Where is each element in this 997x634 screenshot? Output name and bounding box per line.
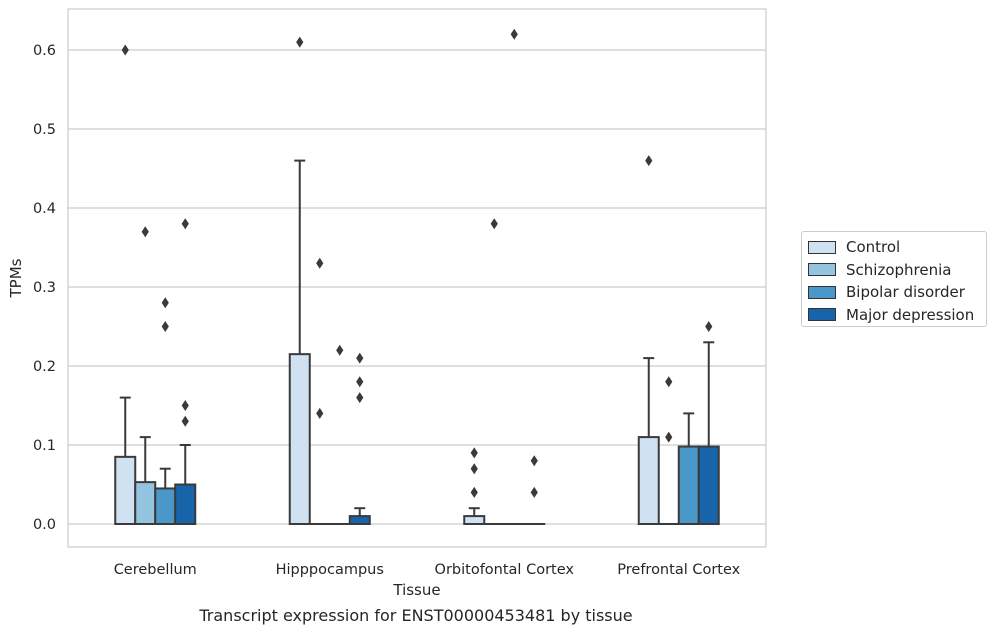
- y-tick-label: 0.6: [33, 43, 56, 59]
- box-group: [637, 155, 660, 526]
- outlier-point: [490, 218, 498, 230]
- box: [348, 515, 371, 525]
- gridlines: [68, 49, 766, 525]
- outlier-point: [161, 297, 169, 309]
- x-tick-label: Prefrontal Cortex: [617, 562, 740, 578]
- outlier-point: [316, 407, 324, 419]
- box: [174, 483, 197, 525]
- x-tick-labels: Cerebellum Hipppocampus Orbitofontal Corte…: [114, 562, 741, 578]
- outlier-point: [470, 463, 478, 475]
- box-group: [328, 344, 351, 526]
- box-group: [288, 36, 311, 525]
- legend-item: Bipolar disorder: [808, 281, 980, 304]
- box-group: [697, 321, 720, 525]
- x-tick-label: Orbitofontal Cortex: [435, 562, 575, 578]
- box: [637, 436, 660, 526]
- x-axis-label: Tissue: [392, 581, 440, 599]
- box: [134, 481, 157, 526]
- outlier-point: [470, 447, 478, 459]
- outlier-point: [181, 415, 189, 427]
- outlier-point: [510, 28, 518, 40]
- legend-label: Major depression: [846, 305, 975, 324]
- y-tick-label: 0.2: [33, 359, 56, 375]
- legend-swatch: [808, 308, 836, 322]
- y-tick-label: 0.4: [33, 201, 56, 217]
- y-tick-label: 0.3: [33, 280, 56, 296]
- box: [463, 515, 486, 525]
- box: [288, 353, 311, 525]
- y-tick-label: 0.0: [33, 517, 56, 533]
- outlier-point: [161, 321, 169, 332]
- legend-item: Control: [808, 236, 980, 259]
- outlier-point: [356, 392, 364, 404]
- outlier-point: [470, 486, 478, 498]
- outlier-point: [356, 376, 364, 388]
- legend-label: Control: [846, 238, 901, 257]
- outlier-point: [336, 344, 344, 356]
- outlier-point: [530, 455, 538, 467]
- box: [114, 455, 137, 526]
- outlier-point: [356, 352, 364, 364]
- outlier-point: [121, 44, 129, 56]
- box-group: [308, 257, 331, 526]
- y-tick-labels: 0.0 0.1 0.2 0.3 0.4 0.5 0.6: [33, 43, 56, 533]
- x-tick-label: Hipppocampus: [276, 562, 384, 578]
- boxes: [114, 28, 720, 526]
- y-axis-label: TPMs: [7, 258, 25, 298]
- outlier-point: [316, 257, 324, 269]
- outlier-point: [645, 155, 653, 167]
- box-group: [677, 412, 700, 525]
- box: [154, 487, 177, 526]
- box-group: [523, 455, 546, 526]
- outlier-point: [181, 400, 189, 411]
- y-tick-label: 0.1: [33, 438, 56, 454]
- outlier-point: [141, 226, 149, 238]
- box-group: [348, 352, 371, 525]
- y-tick-label: 0.5: [33, 122, 56, 138]
- legend-item: Schizophrenia: [808, 259, 980, 282]
- legend: Control Schizophrenia Bipolar disorder Majo…: [801, 231, 987, 327]
- box: [677, 445, 700, 525]
- x-tick-label: Cerebellum: [114, 562, 197, 578]
- box-group: [657, 376, 680, 526]
- box-group: [503, 28, 526, 526]
- legend-label: Schizophrenia: [846, 260, 952, 279]
- outlier-point: [181, 218, 189, 230]
- legend-swatch: [808, 263, 836, 277]
- plot-frame: [67, 8, 767, 548]
- figure-caption: Transcript expression for ENST0000045348…: [199, 606, 633, 625]
- legend-label: Bipolar disorder: [846, 283, 965, 302]
- box-group: [463, 447, 486, 525]
- box-group: [174, 218, 197, 525]
- box: [697, 445, 720, 525]
- outlier-point: [705, 321, 713, 332]
- box-group: [114, 44, 137, 526]
- box-group: [483, 218, 506, 526]
- outlier-point: [665, 376, 673, 388]
- box-group: [154, 297, 177, 526]
- outlier-point: [665, 431, 673, 443]
- box-group: [134, 226, 157, 526]
- legend-swatch: [808, 240, 836, 254]
- legend-swatch: [808, 285, 836, 299]
- outlier-point: [296, 36, 304, 48]
- legend-item: Major depression: [808, 304, 980, 327]
- outlier-point: [530, 486, 538, 498]
